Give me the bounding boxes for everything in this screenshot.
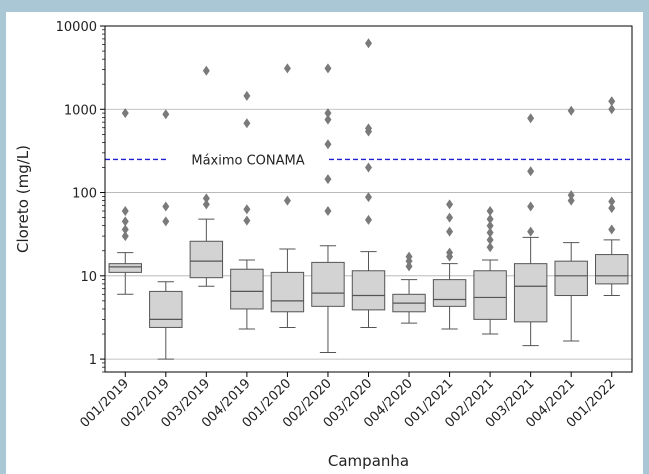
outlier-point [608,104,616,115]
outlier-point [446,247,454,258]
box-body [432,279,467,307]
outlier-point [324,206,332,217]
box-001/2021 [432,199,467,330]
outlier-point [446,199,454,210]
box-004/2019 [230,90,264,330]
box-body [230,268,264,310]
y-tick-label: 10000 [56,20,97,35]
outlier-point [527,226,535,237]
box-003/2021 [513,113,548,347]
outlier-point [527,113,535,124]
outlier-point [446,212,454,223]
outlier-point [365,162,372,173]
box-004/2020 [392,251,426,324]
outlier-point [202,193,210,204]
box-002/2021 [473,206,507,335]
box-001/2019 [108,108,142,295]
outlier-point [486,227,494,238]
outlier-point [283,195,291,206]
outlier-point [486,234,494,245]
box-body [513,263,548,323]
box-body [311,261,345,307]
outlier-point [324,108,332,119]
x-axis-label: Campanha [328,452,409,470]
outlier-point [243,90,251,101]
outlier-point [527,166,535,177]
y-tick-label: 1000 [64,103,97,118]
chart-frame: Máximo CONAMA 1 10 100 1000 10000 001/2019 00… [6,12,643,474]
box-body [351,270,386,311]
outlier-point [365,192,372,203]
box-002/2019 [149,109,183,360]
outlier-point [121,216,129,227]
outlier-point [121,231,129,242]
outlier-point [202,199,210,210]
box-body [149,290,183,328]
outlier-point [121,224,129,235]
outlier-point [162,109,170,120]
outlier-point [486,214,494,225]
y-tick-label: 100 [72,187,97,202]
outlier-point [162,201,170,212]
outlier-point [608,224,616,235]
outlier-point [324,174,332,185]
outlier-point [608,196,616,207]
outlier-point [527,201,535,212]
reference-line-label: Máximo CONAMA [191,153,304,168]
box-003/2020 [351,38,386,328]
outlier-point [121,108,129,119]
box-001/2022 [595,96,629,297]
box-body [473,270,507,320]
outlier-point [486,220,494,231]
outlier-point [121,206,129,217]
outlier-point [446,226,454,237]
outlier-point [324,63,332,74]
outlier-point [567,190,575,201]
box-body [270,271,305,313]
outlier-point [567,105,575,116]
outlier-point [405,251,413,262]
outlier-point [608,203,616,214]
y-tick-label: 10 [80,270,97,285]
outlier-point [324,139,332,150]
outlier-point [162,216,170,227]
outlier-point [202,65,210,76]
outlier-point [243,118,251,129]
outlier-point [608,96,616,107]
outlier-point [567,195,575,206]
outlier-point [243,215,251,226]
outlier-point [365,38,372,49]
box-body [595,254,629,285]
outlier-point [365,123,372,134]
outlier-point [365,214,372,225]
outlier-point [243,204,251,215]
outlier-point [486,242,494,253]
outlier-point [405,261,413,272]
box-004/2021 [554,105,588,342]
outlier-point [283,63,291,74]
box-001/2020 [270,63,305,328]
box-body [108,263,142,273]
outlier-point [486,206,494,217]
y-tick-label: 1 [89,353,97,368]
box-002/2020 [311,63,345,354]
box-body [554,260,588,297]
box-003/2019 [189,65,224,287]
y-axis-label: Cloreto (mg/L) [14,145,32,253]
outlier-point [324,114,332,125]
box-body [189,240,224,279]
